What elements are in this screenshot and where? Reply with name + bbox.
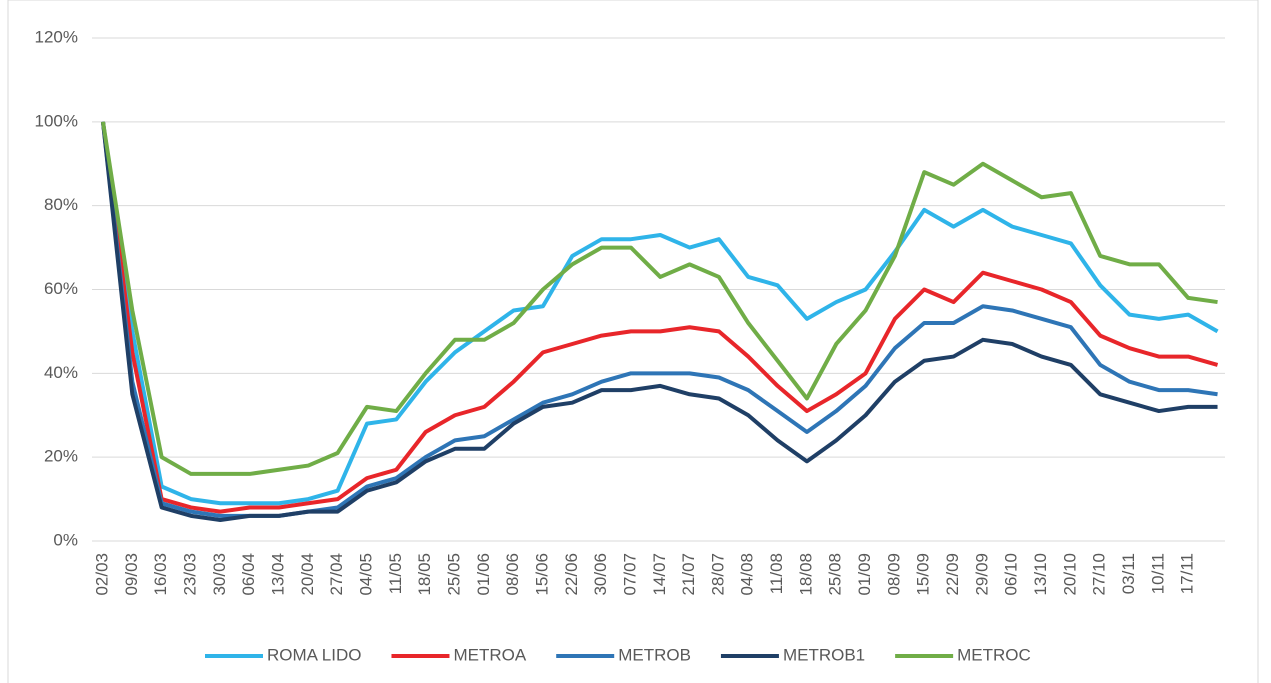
x-tick-label: 08/09 (884, 553, 903, 596)
x-tick-label: 21/07 (679, 553, 698, 596)
x-tick-label: 30/03 (210, 553, 229, 596)
x-tick-label: 25/08 (826, 553, 845, 596)
x-tick-label: 25/05 (444, 553, 463, 596)
x-tick-label: 20/04 (298, 553, 317, 596)
y-tick-label: 100% (35, 111, 78, 130)
x-tick-label: 16/03 (151, 553, 170, 596)
series-line (101, 121, 1219, 506)
chart-frame (7, 0, 1259, 683)
x-tick-label: 06/10 (1002, 553, 1021, 596)
x-tick-label: 29/09 (972, 553, 991, 596)
x-tick-label: 22/09 (943, 553, 962, 596)
series-line (101, 121, 1219, 514)
y-tick-label: 20% (44, 447, 78, 466)
x-tick-label: 08/06 (503, 553, 522, 596)
x-tick-label: 01/06 (474, 553, 493, 596)
x-tick-label: 15/06 (532, 553, 551, 596)
series-line (101, 121, 1218, 476)
legend-label: METROB1 (783, 645, 865, 664)
series-line (101, 121, 1218, 523)
x-tick-label: 22/06 (562, 553, 581, 596)
x-tick-label: 27/10 (1090, 553, 1109, 596)
legend-label: ROMA LIDO (267, 645, 361, 664)
y-tick-label: 80% (44, 195, 78, 214)
x-tick-label: 07/07 (620, 553, 639, 596)
x-tick-label: 30/06 (591, 553, 610, 596)
x-tick-label: 04/08 (738, 553, 757, 596)
x-tick-label: 11/08 (767, 553, 786, 594)
x-tick-label: 13/10 (1031, 553, 1050, 596)
legend-label: METROA (453, 645, 526, 664)
x-tick-label: 10/11 (1148, 553, 1167, 594)
y-tick-label: 40% (44, 363, 78, 382)
x-tick-label: 18/08 (796, 553, 815, 596)
y-tick-label: 60% (44, 279, 78, 298)
x-tick-label: 27/04 (327, 553, 346, 596)
x-tick-label: 20/10 (1060, 553, 1079, 596)
legend-label: METROB (618, 645, 691, 664)
x-tick-label: 15/09 (914, 553, 933, 596)
x-tick-label: 13/04 (268, 553, 287, 596)
y-tick-label: 120% (35, 27, 78, 46)
x-tick-label: 03/11 (1119, 553, 1138, 594)
x-tick-label: 02/03 (92, 553, 111, 596)
x-tick-label: 09/03 (122, 553, 141, 596)
x-tick-label: 18/05 (415, 553, 434, 596)
x-tick-label: 06/04 (239, 553, 258, 596)
x-tick-label: 01/09 (855, 553, 874, 596)
y-tick-label: 0% (53, 530, 78, 549)
x-tick-label: 28/07 (708, 553, 727, 596)
x-tick-label: 17/11 (1178, 553, 1197, 594)
x-tick-label: 23/03 (180, 553, 199, 596)
x-tick-label: 14/07 (650, 553, 669, 596)
x-tick-label: 11/05 (386, 553, 405, 594)
legend-label: METROC (957, 645, 1031, 664)
x-tick-label: 04/05 (356, 553, 375, 596)
